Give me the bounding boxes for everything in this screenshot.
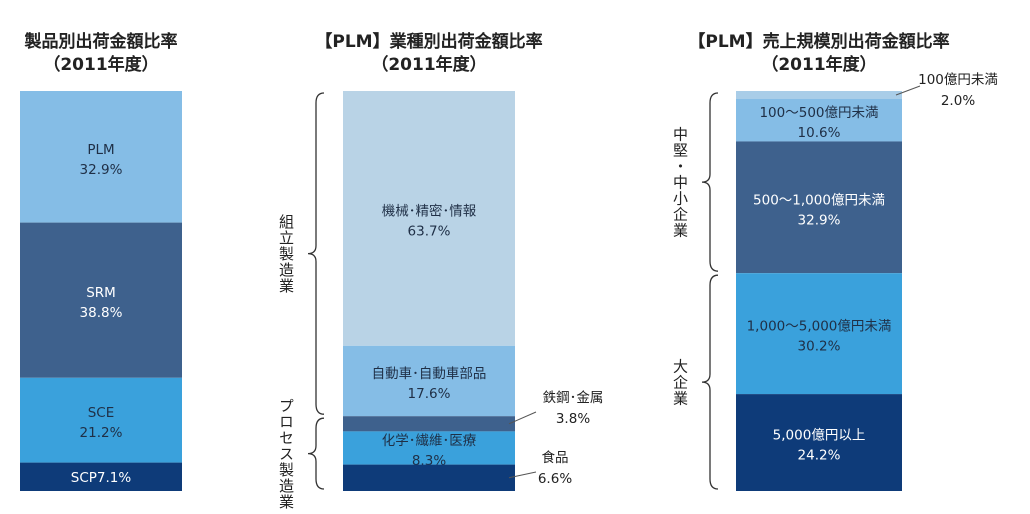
chart-title: 【PLM】業種別出荷金額比率 [315, 31, 542, 52]
segment-value-outside: 6.6% [538, 471, 572, 487]
group-brace [701, 92, 719, 272]
segment-label: 機械･精密･情報 [382, 202, 477, 219]
bar-segment-1-4 [343, 464, 515, 491]
segment-label: 化学･繊維･医療 [382, 432, 477, 449]
segment-label: 500～1,000億円未満 [753, 192, 885, 208]
bar-segment-0-1 [20, 222, 182, 378]
group-label: 中堅・中小企業 [671, 126, 689, 238]
segment-label: SCE [88, 405, 115, 421]
segment-value: 24.2% [798, 448, 841, 464]
segment-label-outside: 鉄鋼･金属 [543, 390, 604, 406]
segment-value: 21.2% [80, 425, 123, 441]
segment-value: 30.2% [798, 339, 841, 355]
segment-label: 1,000～5,000億円未満 [747, 319, 892, 335]
bar-segment-2-3 [736, 273, 902, 395]
bar-segment-2-0 [736, 91, 902, 100]
leader-line [508, 411, 537, 425]
segment-value: 32.9% [80, 162, 123, 178]
leader-line [508, 471, 537, 479]
chart-subtitle: （2011年度） [43, 54, 158, 75]
segment-label: 自動車･自動車部品 [372, 366, 487, 382]
bar-segment-2-1 [736, 99, 902, 142]
segment-label: SCP7.1% [71, 470, 132, 486]
group-label: プロセス製造業 [277, 398, 295, 510]
group-label: 大企業 [671, 358, 689, 406]
segment-value: 10.6% [798, 125, 841, 141]
segment-label-outside: 100億円未満 [918, 72, 998, 88]
segment-label: SRM [86, 285, 116, 301]
bar-segment-2-4 [736, 394, 902, 491]
segment-value: 17.6% [408, 386, 451, 402]
group-brace [701, 274, 719, 490]
bar-segment-0-3 [20, 462, 182, 491]
segment-value: 63.7% [408, 223, 451, 239]
segment-label: 100～500億円未満 [759, 105, 878, 121]
bar-segment-1-2 [343, 416, 515, 432]
bar-segment-1-3 [343, 431, 515, 465]
leader-line [895, 85, 921, 96]
bar-segment-0-0 [20, 91, 182, 223]
segment-value-outside: 3.8% [556, 411, 590, 427]
chart-subtitle: （2011年度） [371, 54, 486, 75]
chart-title: 【PLM】売上規模別出荷金額比率 [688, 31, 949, 52]
segment-label: 5,000億円以上 [773, 428, 866, 444]
group-brace [307, 92, 325, 415]
group-label: 組立製造業 [277, 214, 295, 294]
bar-segment-0-2 [20, 377, 182, 463]
segment-value: 38.8% [80, 305, 123, 321]
segment-label-outside: 食品 [542, 449, 569, 466]
bar-segment-2-2 [736, 141, 902, 274]
segment-value-outside: 2.0% [941, 93, 975, 109]
bar-segment-1-1 [343, 345, 515, 417]
segment-label: PLM [87, 142, 114, 158]
bar-segment-1-0 [343, 91, 515, 346]
segment-value: 32.9% [798, 212, 841, 228]
chart-title: 製品別出荷金額比率 [24, 31, 178, 52]
group-brace [307, 417, 325, 490]
chart-subtitle: （2011年度） [761, 54, 876, 75]
